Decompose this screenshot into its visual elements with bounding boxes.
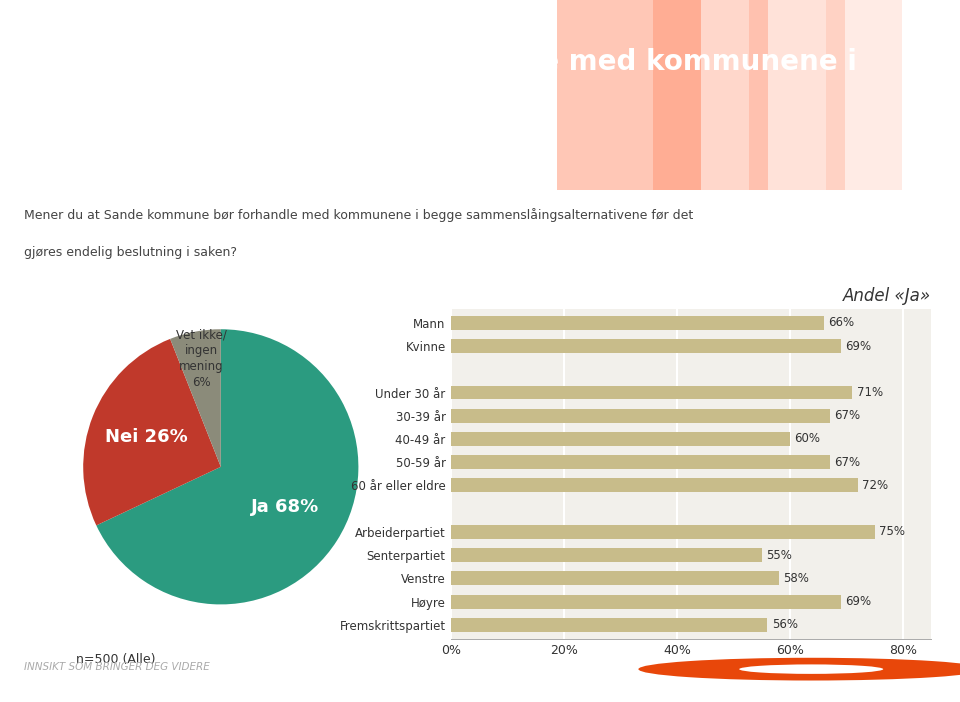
Bar bbox=[826, 0, 902, 190]
Text: n=500 (Alle): n=500 (Alle) bbox=[77, 653, 156, 665]
Bar bbox=[451, 339, 841, 353]
Bar bbox=[451, 385, 852, 399]
Text: 69%: 69% bbox=[846, 595, 872, 608]
Bar bbox=[451, 618, 767, 632]
Bar bbox=[451, 548, 762, 562]
Text: 67%: 67% bbox=[834, 456, 860, 469]
Bar bbox=[451, 571, 779, 585]
Wedge shape bbox=[96, 329, 358, 604]
Bar bbox=[557, 0, 701, 190]
Text: 55%: 55% bbox=[766, 549, 792, 562]
Text: begge alternativene: begge alternativene bbox=[24, 117, 343, 145]
Text: 56%: 56% bbox=[772, 618, 798, 631]
Text: 75%: 75% bbox=[879, 525, 905, 538]
Circle shape bbox=[739, 664, 883, 674]
Bar bbox=[451, 595, 841, 609]
Text: Mener du at Sande kommune bør forhandle med kommunene i begge sammenslåingsalter: Mener du at Sande kommune bør forhandle … bbox=[24, 208, 693, 222]
Circle shape bbox=[638, 658, 960, 680]
Text: 66%: 66% bbox=[828, 317, 854, 329]
Text: 69%: 69% bbox=[846, 340, 872, 352]
Text: Vet ikke/
ingen
mening
6%: Vet ikke/ ingen mening 6% bbox=[176, 328, 227, 389]
Text: 2 av 3 mener Sande bør forhandle med kommunene i: 2 av 3 mener Sande bør forhandle med kom… bbox=[24, 47, 857, 75]
Bar bbox=[653, 0, 768, 190]
Text: gjøres endelig beslutning i saken?: gjøres endelig beslutning i saken? bbox=[24, 246, 237, 259]
Bar bbox=[451, 456, 829, 469]
Text: 72%: 72% bbox=[862, 479, 888, 492]
Wedge shape bbox=[170, 329, 221, 467]
Bar bbox=[451, 479, 858, 492]
Bar bbox=[451, 316, 824, 330]
Bar bbox=[451, 409, 829, 423]
Wedge shape bbox=[84, 339, 221, 525]
Text: 60%: 60% bbox=[795, 432, 821, 446]
Text: 58%: 58% bbox=[783, 572, 809, 585]
Text: Nei 26%: Nei 26% bbox=[106, 428, 188, 446]
Bar bbox=[749, 0, 845, 190]
Text: 67%: 67% bbox=[834, 409, 860, 423]
Text: 71%: 71% bbox=[856, 386, 883, 399]
Text: Andel «Ja»: Andel «Ja» bbox=[843, 286, 931, 305]
Text: Ja 68%: Ja 68% bbox=[251, 498, 319, 517]
Bar bbox=[451, 525, 875, 539]
Bar bbox=[451, 432, 790, 446]
Text: INNSIKT SOM BRINGER DEG VIDERE: INNSIKT SOM BRINGER DEG VIDERE bbox=[24, 662, 209, 673]
